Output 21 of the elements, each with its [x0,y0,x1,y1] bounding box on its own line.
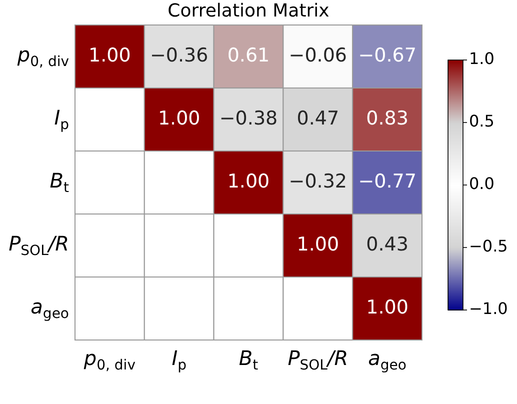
data-label: −0.32 [288,170,348,192]
data-label: 0.43 [366,233,408,256]
data-label: −0.36 [150,44,208,66]
data-label: −0.67 [358,44,416,66]
data-label: −0.06 [288,44,348,66]
data-label: 1.00 [366,296,408,318]
data-label: 0.61 [227,44,270,66]
data-label: 1.00 [158,107,200,130]
data-label: 1.00 [227,170,270,192]
data-label: 1.00 [88,44,131,66]
data-label: −0.38 [219,107,278,130]
color-bar-label: 0.5 [469,112,494,131]
data-label: −0.77 [358,170,416,192]
color-bar-label: 0.0 [469,174,494,194]
data-label: 0.47 [296,107,340,130]
data-label: 0.83 [366,107,408,130]
data-label: 1.00 [296,233,340,256]
color-bar-label: −0.5 [469,236,508,256]
chart-title: Correlation Matrix [168,0,330,22]
color-bar-label: −1.0 [469,299,508,318]
color-bar-label: 1.0 [469,49,494,68]
